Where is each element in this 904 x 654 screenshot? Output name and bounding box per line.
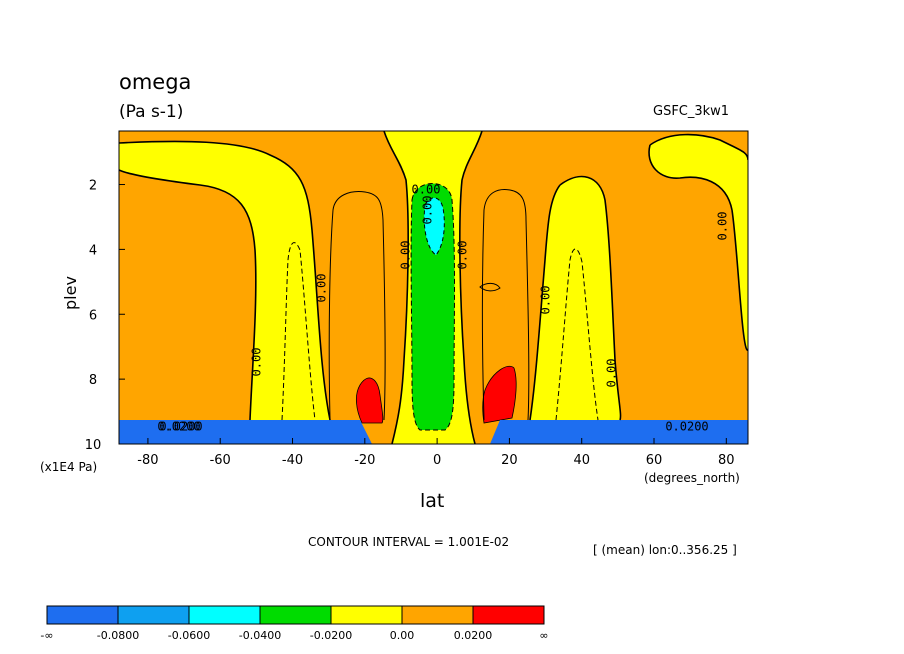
colorbar-label: 0.00 [390, 629, 415, 642]
colorbar: -∞ -0.0800 -0.0600 -0.0400 -0.0200 0.00 0.0200… [40, 605, 549, 642]
colorbar-label: -0.0600 [168, 629, 210, 642]
x-tick-label: 80 [718, 453, 735, 468]
x-tick-label: -40 [282, 453, 303, 468]
colorbar-label: -0.0200 [310, 629, 352, 642]
contour-label: 0.00 [456, 241, 470, 270]
contour-label: 0.00 [250, 348, 264, 377]
region-cyan-core [424, 197, 445, 255]
colorbar-swatch [188, 605, 261, 625]
region-blue-right [490, 420, 748, 444]
contour-label: 0.0200 [665, 420, 708, 434]
region-top-right [649, 134, 748, 351]
x-tick-label: 20 [501, 453, 518, 468]
contour-label: 0.0200 [157, 420, 200, 434]
x-tick-label: -80 [137, 453, 158, 468]
y-axis: 2 4 6 8 10 [85, 179, 125, 453]
colorbar-swatch [117, 605, 190, 625]
colorbar-swatch [46, 605, 119, 625]
chart-units: (Pa s-1) [119, 102, 184, 122]
colorbar-label: ∞ [539, 629, 548, 642]
x-tick-label: -60 [210, 453, 231, 468]
x-tick-label: 0 [433, 453, 441, 468]
contour-interval: CONTOUR INTERVAL = 1.001E-02 [308, 535, 510, 549]
contour-label: 0.00 [399, 241, 413, 270]
chart-title: omega [119, 70, 192, 94]
contour-field [119, 131, 748, 444]
x-axis-label: lat [420, 490, 445, 512]
contour-lines [119, 131, 748, 444]
colorbar-swatch [330, 605, 403, 625]
y-tick-label: 6 [89, 308, 97, 323]
dataset-label: GSFC_3kw1 [653, 104, 730, 119]
contour-labels: 0.02000.000.000.000.000.000.000.000.000.… [157, 183, 729, 434]
region-left-band [119, 141, 330, 420]
x-axis-units: (degrees_north) [644, 471, 740, 485]
colorbar-label: -0.0800 [97, 629, 139, 642]
colorbar-label: -∞ [40, 629, 53, 642]
y-axis-units: (x1E4 Pa) [40, 460, 98, 474]
y-tick-label: 10 [85, 438, 102, 453]
plot-frame [118, 130, 749, 445]
mean-info: [ (mean) lon:0..356.25 ] [593, 543, 737, 557]
region-blue-left [119, 420, 372, 444]
contour-label: 0.00 [315, 274, 329, 303]
colorbar-label: -0.0400 [239, 629, 281, 642]
contour-label: 0.00 [539, 286, 553, 315]
x-tick-label: 40 [573, 453, 590, 468]
contour-label: 0.00 [421, 196, 435, 225]
colorbar-swatch [472, 605, 545, 625]
colorbar-label: 0.0200 [454, 629, 493, 642]
region-red-right [482, 365, 517, 424]
contour-label: 0.00 [412, 183, 441, 197]
region-red-left [356, 377, 384, 424]
contour-label: 0.00 [716, 212, 730, 241]
y-tick-label: 8 [89, 373, 97, 388]
contour-label: 0.00 [605, 359, 619, 388]
x-axis: -80 -60 -40 -20 0 20 40 60 80 [137, 438, 735, 468]
y-tick-label: 2 [89, 179, 97, 194]
y-tick-label: 4 [89, 243, 97, 258]
contour-label: 0.0200 [159, 420, 202, 434]
x-tick-label: 60 [646, 453, 663, 468]
x-tick-label: -20 [354, 453, 375, 468]
region-green-core [411, 183, 455, 430]
colorbar-swatch [259, 605, 332, 625]
colorbar-swatch [401, 605, 474, 625]
region-right-band [530, 176, 621, 420]
